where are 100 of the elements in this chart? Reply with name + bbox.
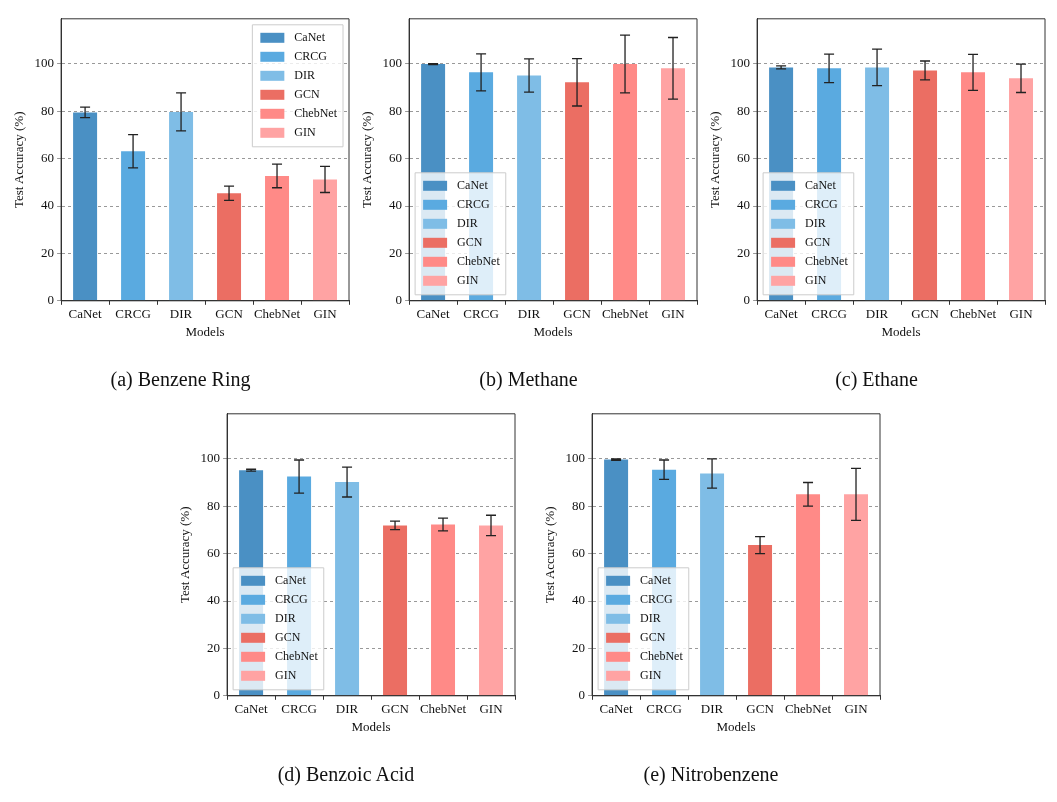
legend-label: GCN bbox=[639, 630, 666, 645]
x-tick-label: CaNet bbox=[416, 306, 451, 322]
x-tick-label: DIR bbox=[865, 306, 889, 322]
legend-label: DIR bbox=[805, 216, 826, 231]
legend-label: GCN bbox=[274, 630, 301, 645]
x-tick-label: CaNet bbox=[598, 701, 633, 717]
legend-label: DIR bbox=[639, 611, 661, 626]
y-tick-label: 60 bbox=[389, 150, 403, 166]
legend-label: GIN bbox=[639, 668, 662, 683]
text: (a) Benzene Ring bbox=[110, 368, 251, 391]
x-tick-label: CaNet bbox=[68, 306, 103, 322]
y-axis-title: Test Accuracy (%) bbox=[11, 111, 27, 209]
legend-label: CaNet bbox=[457, 178, 489, 193]
x-tick-label: DIR bbox=[700, 701, 724, 717]
legend-label: ChebNet bbox=[805, 254, 849, 269]
y-tick-label: 40 bbox=[571, 592, 585, 608]
x-tick-label: GIN bbox=[1009, 306, 1034, 322]
text: (c) Ethane bbox=[835, 368, 918, 391]
x-axis-title: Models bbox=[351, 718, 391, 734]
x-tick-label: GIN bbox=[843, 701, 868, 717]
text: (e) Nitrobenzene bbox=[643, 763, 779, 786]
x-tick-label: GCN bbox=[380, 701, 409, 717]
legend-label: CRCG bbox=[457, 197, 491, 212]
x-tick-label: GIN bbox=[313, 306, 338, 322]
y-tick-label: 80 bbox=[571, 497, 585, 513]
y-tick-label: 0 bbox=[743, 292, 751, 308]
legend-label: GCN bbox=[457, 235, 483, 250]
y-tick-label: 40 bbox=[206, 592, 220, 608]
legend-label: CaNet bbox=[639, 573, 671, 588]
legend-label: ChebNet bbox=[294, 106, 338, 121]
legend-label: CRCG bbox=[805, 197, 839, 212]
x-tick-label: CaNet bbox=[764, 306, 799, 322]
y-tick-label: 0 bbox=[213, 687, 220, 703]
y-tick-label: 0 bbox=[395, 292, 403, 308]
x-axis-title: Models bbox=[185, 323, 225, 339]
y-tick-label: 100 bbox=[382, 55, 403, 71]
x-tick-label: GIN bbox=[661, 306, 686, 322]
x-tick-label: DIR bbox=[169, 306, 193, 322]
x-tick-label: ChebNet bbox=[253, 306, 301, 322]
y-tick-label: 80 bbox=[737, 102, 751, 118]
y-tick-label: 60 bbox=[737, 150, 751, 166]
x-tick-label: GCN bbox=[563, 306, 592, 322]
x-tick-label: DIR bbox=[517, 306, 541, 322]
legend-label: CRCG bbox=[294, 49, 328, 64]
legend-label: CaNet bbox=[805, 178, 837, 193]
y-tick-label: 20 bbox=[571, 639, 585, 655]
y-tick-label: 100 bbox=[565, 450, 585, 466]
y-tick-label: 40 bbox=[41, 197, 55, 213]
x-tick-label: GIN bbox=[478, 701, 503, 717]
legend-label: ChebNet bbox=[457, 254, 501, 269]
x-tick-label: CRCG bbox=[645, 701, 682, 717]
text: (b) Methane bbox=[479, 368, 578, 391]
legend-label: CRCG bbox=[639, 592, 673, 607]
legend-label: DIR bbox=[274, 611, 296, 626]
y-axis-title: Test Accuracy (%) bbox=[359, 111, 375, 209]
y-tick-label: 60 bbox=[41, 150, 55, 166]
legend-label: DIR bbox=[294, 68, 316, 83]
legend-label: CaNet bbox=[274, 573, 306, 588]
y-tick-label: 60 bbox=[571, 545, 585, 561]
x-tick-label: ChebNet bbox=[419, 701, 467, 717]
x-tick-label: GCN bbox=[745, 701, 774, 717]
y-tick-label: 100 bbox=[200, 450, 220, 466]
legend-label: DIR bbox=[457, 216, 478, 231]
x-tick-label: GCN bbox=[911, 306, 940, 322]
legend-label: GCN bbox=[805, 235, 831, 250]
text: (d) Benzoic Acid bbox=[277, 763, 415, 786]
x-axis-title: Models bbox=[881, 323, 921, 339]
y-tick-label: 20 bbox=[737, 244, 751, 260]
y-tick-label: 40 bbox=[737, 197, 751, 213]
x-tick-label: CaNet bbox=[233, 701, 268, 717]
y-tick-label: 100 bbox=[730, 55, 751, 71]
legend-label: GIN bbox=[457, 273, 479, 288]
y-tick-label: 40 bbox=[389, 197, 403, 213]
legend-label: GIN bbox=[805, 273, 827, 288]
y-tick-label: 60 bbox=[206, 545, 220, 561]
legend-label: ChebNet bbox=[274, 649, 318, 664]
legend-label: GIN bbox=[294, 125, 317, 140]
legend-label: ChebNet bbox=[639, 649, 683, 664]
legend-label: GIN bbox=[274, 668, 297, 683]
legend-label: CaNet bbox=[294, 30, 326, 45]
x-tick-label: ChebNet bbox=[601, 306, 649, 322]
y-tick-label: 80 bbox=[206, 497, 220, 513]
y-tick-label: 80 bbox=[41, 102, 55, 118]
x-tick-label: ChebNet bbox=[784, 701, 832, 717]
x-tick-label: CRCG bbox=[115, 306, 151, 322]
x-tick-label: CRCG bbox=[463, 306, 499, 322]
x-tick-label: GCN bbox=[215, 306, 244, 322]
y-tick-label: 20 bbox=[389, 244, 403, 260]
x-axis-title: Models bbox=[533, 323, 573, 339]
y-axis-title: Test Accuracy (%) bbox=[541, 506, 557, 604]
y-tick-label: 20 bbox=[206, 639, 220, 655]
x-tick-label: CRCG bbox=[811, 306, 847, 322]
x-tick-label: CRCG bbox=[280, 701, 317, 717]
x-tick-label: DIR bbox=[335, 701, 359, 717]
y-axis-title: Test Accuracy (%) bbox=[176, 506, 192, 604]
y-tick-label: 0 bbox=[578, 687, 585, 703]
y-tick-label: 20 bbox=[41, 244, 55, 260]
y-tick-label: 0 bbox=[47, 292, 55, 308]
legend-label: GCN bbox=[294, 87, 321, 102]
legend-label: CRCG bbox=[274, 592, 308, 607]
